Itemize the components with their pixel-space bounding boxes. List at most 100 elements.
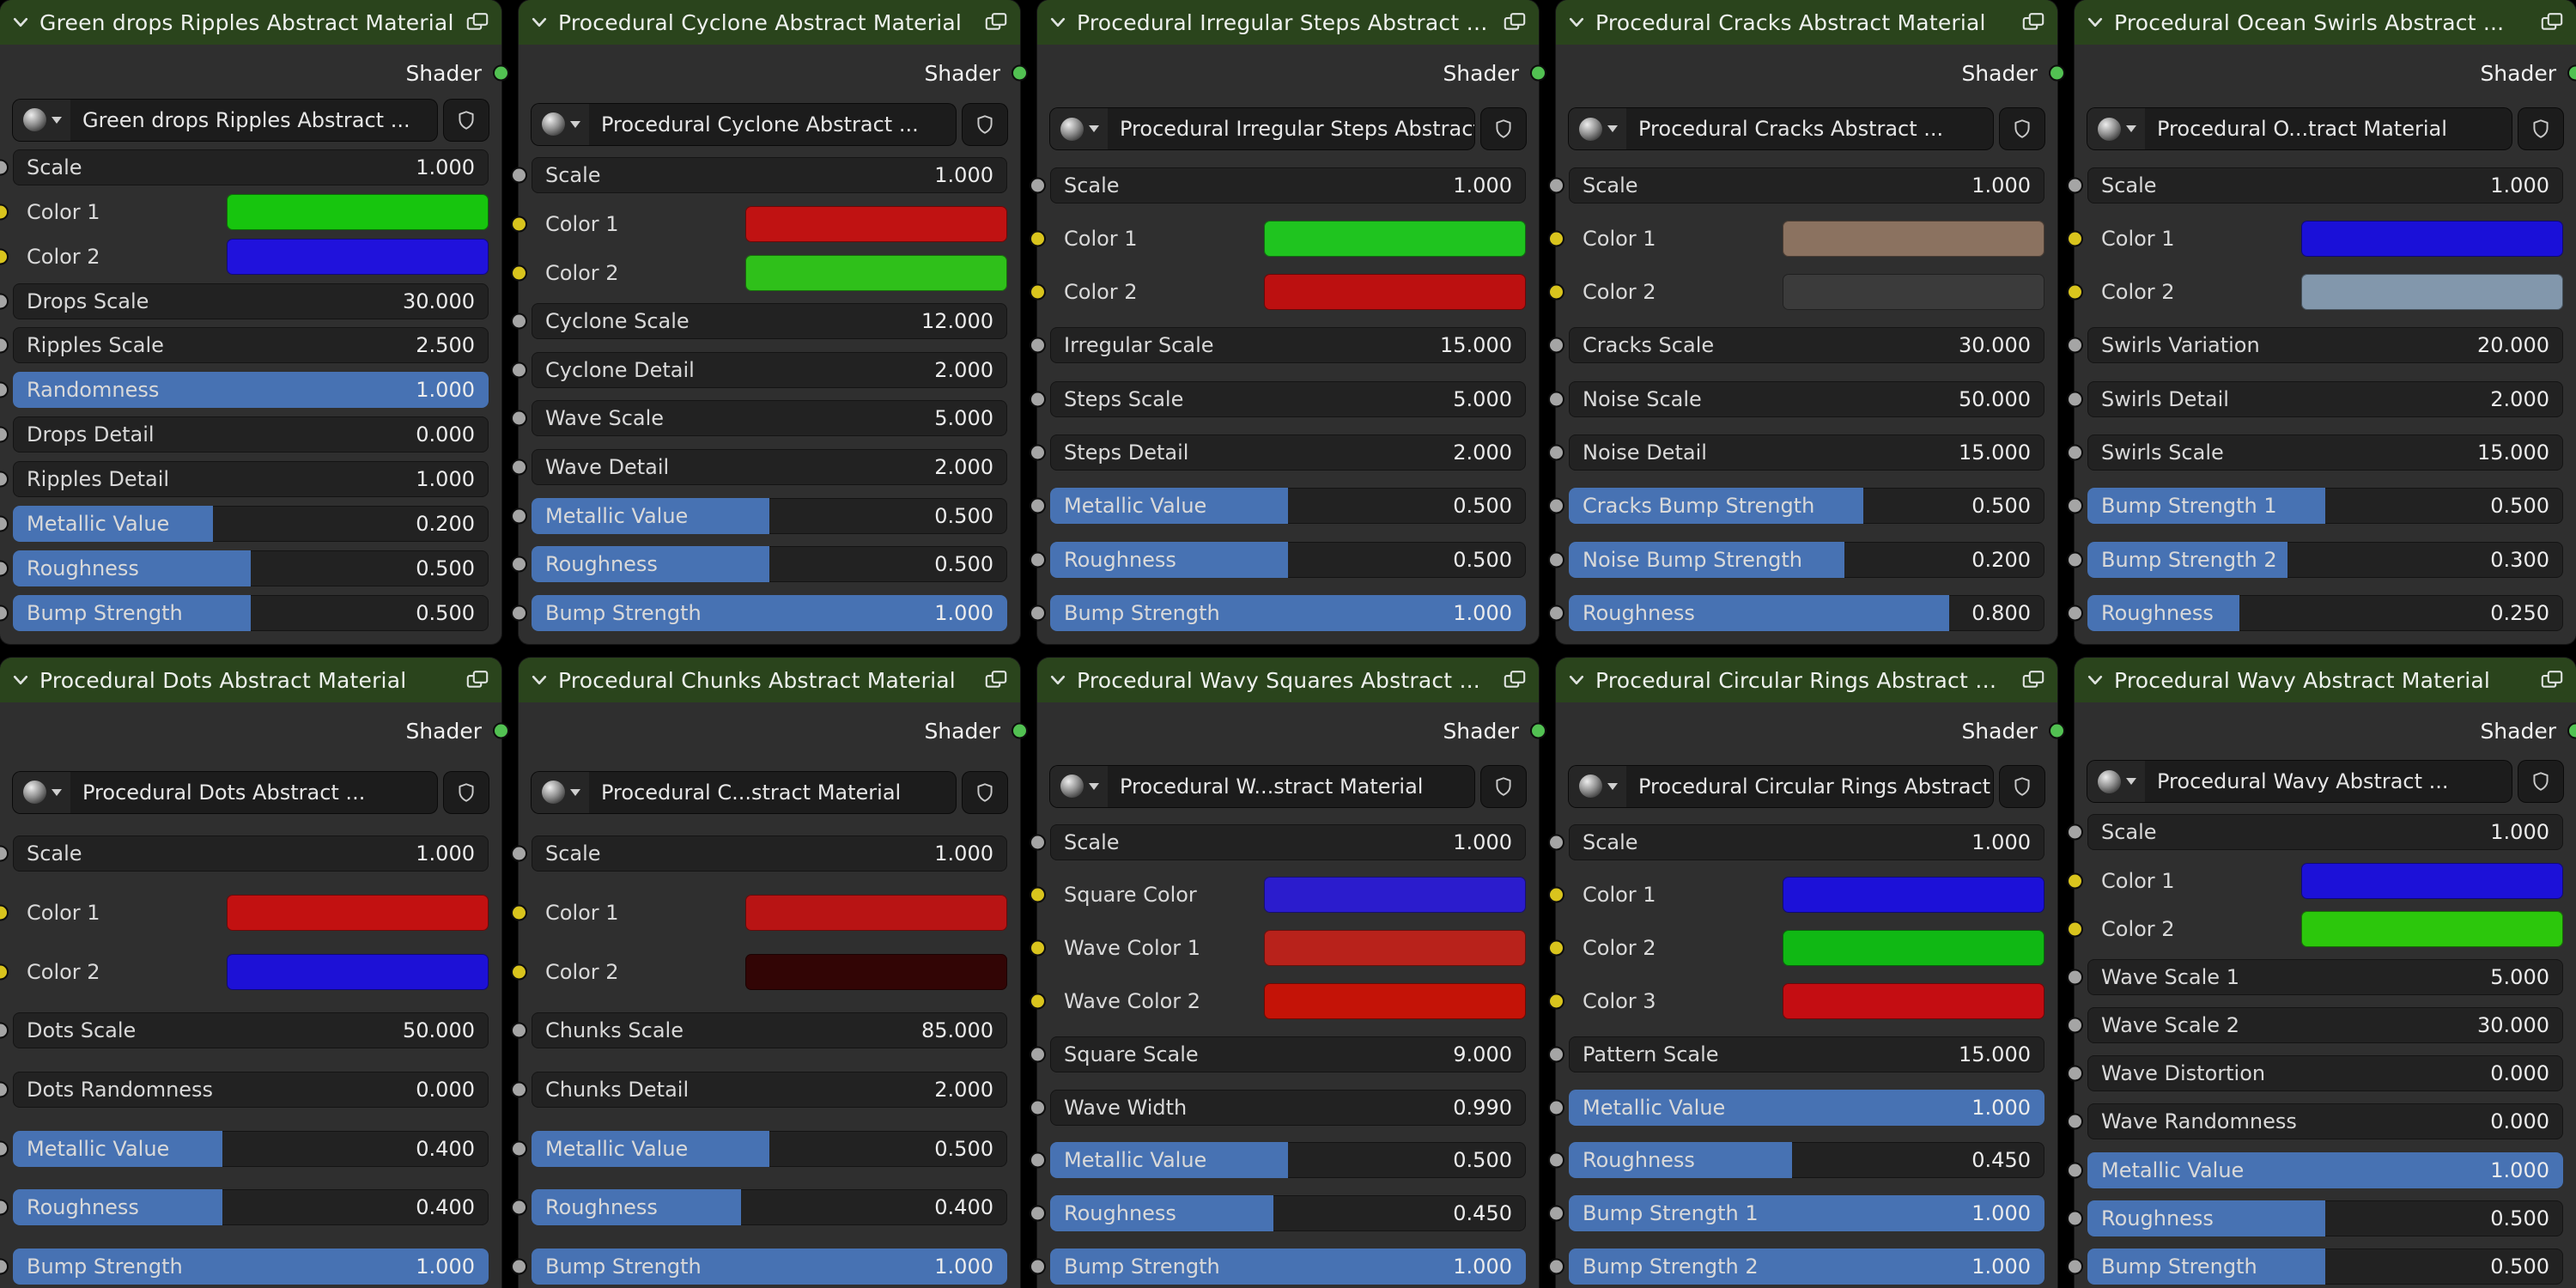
color-input-socket[interactable] xyxy=(0,904,9,921)
number-field[interactable]: Scale 1.000 xyxy=(2067,814,2563,851)
color-swatch[interactable] xyxy=(745,205,1007,242)
material-name[interactable]: Procedural O...tract Material xyxy=(2157,117,2447,142)
value-input-socket[interactable] xyxy=(1548,1099,1564,1116)
number-field[interactable]: Cyclone Detail 2.000 xyxy=(511,351,1007,388)
slider-field[interactable]: Roughness 0.500 xyxy=(511,546,1007,583)
value-input-socket[interactable] xyxy=(0,1022,9,1039)
value-input-socket[interactable] xyxy=(511,313,527,330)
color-input-socket[interactable] xyxy=(1548,993,1564,1010)
value-input-socket[interactable] xyxy=(0,426,9,443)
number-field[interactable]: Pattern Scale 15.000 xyxy=(1548,1036,2044,1072)
slider-field[interactable]: Roughness 0.250 xyxy=(2067,594,2563,631)
value-input-socket[interactable] xyxy=(0,1081,9,1098)
value-input-socket[interactable] xyxy=(1030,1151,1046,1169)
material-browse-button[interactable] xyxy=(1569,765,1626,807)
material-browse-button[interactable] xyxy=(532,103,589,145)
number-field[interactable]: Scale 1.000 xyxy=(1030,167,1526,204)
number-field[interactable]: Cracks Scale 30.000 xyxy=(1548,327,2044,364)
slider-field[interactable]: Bump Strength 0.500 xyxy=(0,594,489,631)
value-input-socket[interactable] xyxy=(1030,1258,1046,1275)
slider-field[interactable]: Roughness 0.450 xyxy=(1548,1142,2044,1179)
number-field[interactable]: Scale 1.000 xyxy=(1548,167,2044,204)
number-field[interactable]: Steps Detail 2.000 xyxy=(1030,434,1526,471)
value-input-socket[interactable] xyxy=(511,459,527,476)
shader-output-socket[interactable] xyxy=(1012,64,1028,82)
number-field[interactable]: Steps Scale 5.000 xyxy=(1030,380,1526,417)
node-header[interactable]: Procedural Chunks Abstract Material xyxy=(519,658,1020,702)
material-browse-button[interactable] xyxy=(2087,108,2145,150)
slider-field[interactable]: Bump Strength 1.000 xyxy=(1030,594,1526,631)
number-field[interactable]: Chunks Detail 2.000 xyxy=(511,1071,1007,1108)
color-swatch[interactable] xyxy=(2301,862,2563,899)
value-input-socket[interactable] xyxy=(1548,834,1564,851)
value-input-socket[interactable] xyxy=(1030,1099,1046,1116)
slider-field[interactable]: Bump Strength 2 1.000 xyxy=(1548,1248,2044,1285)
shader-output-socket[interactable] xyxy=(1012,722,1028,739)
shader-output-socket[interactable] xyxy=(493,722,509,739)
shader-output-socket[interactable] xyxy=(2567,722,2576,739)
slider-field[interactable]: Roughness 0.450 xyxy=(1030,1195,1526,1232)
slider-field[interactable]: Randomness 1.000 xyxy=(0,372,489,409)
value-input-socket[interactable] xyxy=(0,159,9,176)
number-field[interactable]: Irregular Scale 15.000 xyxy=(1030,327,1526,364)
value-input-socket[interactable] xyxy=(0,515,9,532)
node-header[interactable]: Procedural Ocean Swirls Abstract ... xyxy=(2075,0,2576,45)
material-browse-button[interactable] xyxy=(13,771,70,813)
material-name[interactable]: Procedural Cyclone Abstract ... xyxy=(601,112,919,137)
color-input-socket[interactable] xyxy=(1030,283,1046,301)
number-field[interactable]: Scale 1.000 xyxy=(1548,823,2044,860)
slider-field[interactable]: Bump Strength 1.000 xyxy=(511,1248,1007,1285)
value-input-socket[interactable] xyxy=(511,361,527,379)
number-field[interactable]: Square Scale 9.000 xyxy=(1030,1036,1526,1072)
material-name[interactable]: Green drops Ripples Abstract ... xyxy=(82,107,410,132)
value-input-socket[interactable] xyxy=(2067,823,2083,841)
value-input-socket[interactable] xyxy=(2067,1210,2083,1227)
slider-field[interactable]: Bump Strength 1.000 xyxy=(0,1248,489,1285)
value-input-socket[interactable] xyxy=(2067,1017,2083,1034)
slider-field[interactable]: Bump Strength 1.000 xyxy=(511,594,1007,631)
material-browse-button[interactable] xyxy=(13,99,70,141)
collapse-chevron-icon[interactable] xyxy=(1566,12,1587,33)
number-field[interactable]: Wave Width 0.990 xyxy=(1030,1089,1526,1126)
value-input-socket[interactable] xyxy=(1548,551,1564,568)
node-header[interactable]: Procedural Dots Abstract Material xyxy=(0,658,501,702)
color-input-socket[interactable] xyxy=(2067,283,2083,301)
slider-field[interactable]: Bump Strength 1 1.000 xyxy=(1548,1195,2044,1232)
material-browse-button[interactable] xyxy=(1050,108,1108,150)
value-input-socket[interactable] xyxy=(0,605,9,622)
number-field[interactable]: Drops Scale 30.000 xyxy=(0,283,489,319)
value-input-socket[interactable] xyxy=(2067,337,2083,354)
value-input-socket[interactable] xyxy=(2067,551,2083,568)
material-browse-button[interactable] xyxy=(1050,765,1108,807)
number-field[interactable]: Cyclone Scale 12.000 xyxy=(511,303,1007,340)
value-input-socket[interactable] xyxy=(2067,1162,2083,1179)
value-input-socket[interactable] xyxy=(1548,337,1564,354)
node-header[interactable]: Procedural Irregular Steps Abstract Mate… xyxy=(1037,0,1539,45)
node-header[interactable]: Green drops Ripples Abstract Material xyxy=(0,0,501,45)
color-swatch[interactable] xyxy=(1783,274,2044,311)
value-input-socket[interactable] xyxy=(1030,391,1046,408)
value-input-socket[interactable] xyxy=(1030,1205,1046,1222)
number-field[interactable]: Wave Scale 2 30.000 xyxy=(2067,1007,2563,1044)
node-header[interactable]: Procedural Circular Rings Abstract Mater… xyxy=(1556,658,2057,702)
number-field[interactable]: Swirls Scale 15.000 xyxy=(2067,434,2563,471)
number-field[interactable]: Scale 1.000 xyxy=(2067,167,2563,204)
slider-field[interactable]: Metallic Value 0.200 xyxy=(0,506,489,543)
node-header[interactable]: Procedural Wavy Abstract Material xyxy=(2075,658,2576,702)
value-input-socket[interactable] xyxy=(2067,391,2083,408)
value-input-socket[interactable] xyxy=(511,845,527,862)
value-input-socket[interactable] xyxy=(511,410,527,427)
material-id-field[interactable]: Procedural Cyclone Abstract ... xyxy=(532,103,956,145)
fake-user-shield-button[interactable] xyxy=(2000,765,2044,807)
material-browse-button[interactable] xyxy=(532,771,589,813)
value-input-socket[interactable] xyxy=(2067,177,2083,194)
value-input-socket[interactable] xyxy=(511,605,527,622)
material-id-field[interactable]: Procedural C...stract Material xyxy=(532,771,956,813)
number-field[interactable]: Noise Detail 15.000 xyxy=(1548,434,2044,471)
material-name[interactable]: Procedural W...stract Material xyxy=(1120,774,1424,799)
collapse-chevron-icon[interactable] xyxy=(10,670,31,690)
value-input-socket[interactable] xyxy=(511,167,527,184)
node-header[interactable]: Procedural Cracks Abstract Material xyxy=(1556,0,2057,45)
color-input-socket[interactable] xyxy=(2067,230,2083,247)
color-input-socket[interactable] xyxy=(511,264,527,281)
